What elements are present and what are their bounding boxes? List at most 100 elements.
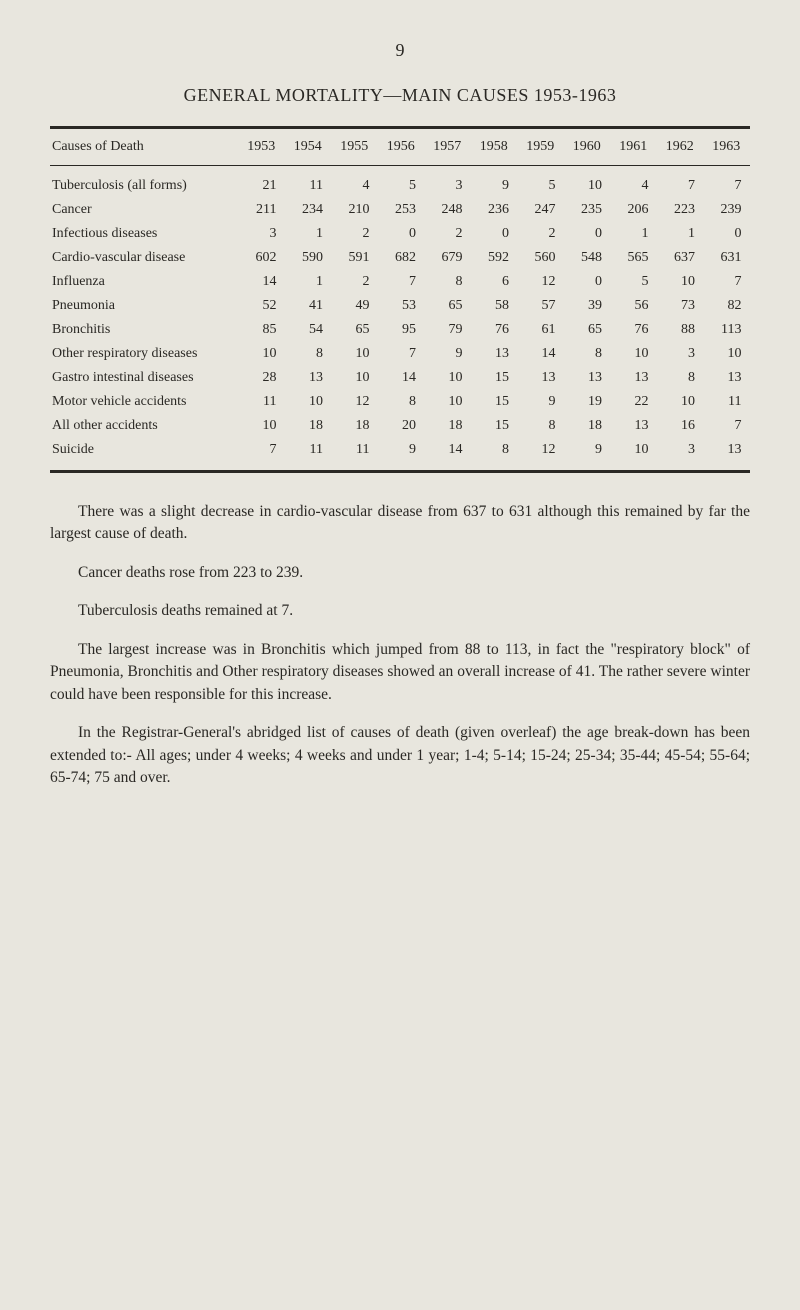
paragraph: There was a slight decrease in cardio-va… — [50, 501, 750, 546]
value-cell: 10 — [703, 346, 750, 362]
value-cell: 5 — [517, 178, 564, 194]
table-body: Tuberculosis (all forms)21114539510477Ca… — [50, 166, 750, 470]
value-cell: 7 — [703, 178, 750, 194]
table-row: Influenza14127861205107 — [50, 270, 750, 294]
year-header: 1960 — [564, 139, 611, 155]
value-cell: 248 — [424, 202, 471, 218]
value-cell: 3 — [657, 346, 704, 362]
value-cell: 58 — [471, 298, 518, 314]
page-title: GENERAL MORTALITY—MAIN CAUSES 1953-1963 — [50, 85, 750, 106]
value-cell: 2 — [331, 226, 378, 242]
value-cell: 7 — [703, 274, 750, 290]
value-cell: 8 — [378, 394, 425, 410]
value-cell: 211 — [238, 202, 285, 218]
year-header: 1957 — [424, 139, 471, 155]
table-row: Motor vehicle accidents11101281015919221… — [50, 390, 750, 414]
value-cell: 13 — [517, 370, 564, 386]
value-cell: 10 — [610, 346, 657, 362]
value-cell: 14 — [238, 274, 285, 290]
value-cell: 113 — [703, 322, 750, 338]
value-cell: 14 — [517, 346, 564, 362]
value-cell: 253 — [378, 202, 425, 218]
cause-cell: All other accidents — [50, 418, 238, 434]
value-cell: 54 — [285, 322, 332, 338]
value-cell: 61 — [517, 322, 564, 338]
value-cell: 10 — [424, 370, 471, 386]
year-header: 1953 — [238, 139, 285, 155]
paragraph: Cancer deaths rose from 223 to 239. — [50, 562, 750, 584]
value-cell: 223 — [657, 202, 704, 218]
value-cell: 10 — [657, 274, 704, 290]
value-cell: 10 — [610, 442, 657, 458]
year-header: 1954 — [285, 139, 332, 155]
value-cell: 637 — [657, 250, 704, 266]
value-cell: 235 — [564, 202, 611, 218]
value-cell: 10 — [657, 394, 704, 410]
cause-cell: Cardio-vascular disease — [50, 250, 238, 266]
value-cell: 0 — [564, 274, 611, 290]
value-cell: 10 — [331, 370, 378, 386]
value-cell: 28 — [238, 370, 285, 386]
table-row: Bronchitis85546595797661657688113 — [50, 318, 750, 342]
value-cell: 10 — [424, 394, 471, 410]
value-cell: 682 — [378, 250, 425, 266]
year-header: 1959 — [517, 139, 564, 155]
value-cell: 12 — [517, 442, 564, 458]
value-cell: 9 — [517, 394, 564, 410]
year-header: 1958 — [471, 139, 518, 155]
value-cell: 10 — [564, 178, 611, 194]
value-cell: 7 — [657, 178, 704, 194]
value-cell: 7 — [378, 346, 425, 362]
value-cell: 9 — [564, 442, 611, 458]
value-cell: 9 — [378, 442, 425, 458]
value-cell: 4 — [331, 178, 378, 194]
value-cell: 13 — [471, 346, 518, 362]
value-cell: 560 — [517, 250, 564, 266]
value-cell: 602 — [238, 250, 285, 266]
value-cell: 41 — [285, 298, 332, 314]
value-cell: 52 — [238, 298, 285, 314]
value-cell: 13 — [564, 370, 611, 386]
value-cell: 0 — [564, 226, 611, 242]
cause-header: Causes of Death — [50, 139, 238, 155]
value-cell: 9 — [471, 178, 518, 194]
paragraph: The largest increase was in Bronchitis w… — [50, 639, 750, 706]
value-cell: 1 — [285, 274, 332, 290]
value-cell: 13 — [285, 370, 332, 386]
value-cell: 18 — [564, 418, 611, 434]
paragraph: In the Registrar-General's abridged list… — [50, 722, 750, 789]
year-header: 1962 — [657, 139, 704, 155]
value-cell: 85 — [238, 322, 285, 338]
value-cell: 8 — [657, 370, 704, 386]
cause-cell: Bronchitis — [50, 322, 238, 338]
value-cell: 79 — [424, 322, 471, 338]
value-cell: 10 — [285, 394, 332, 410]
cause-cell: Motor vehicle accidents — [50, 394, 238, 410]
value-cell: 57 — [517, 298, 564, 314]
value-cell: 5 — [378, 178, 425, 194]
value-cell: 247 — [517, 202, 564, 218]
cause-cell: Tuberculosis (all forms) — [50, 178, 238, 194]
year-header: 1955 — [331, 139, 378, 155]
value-cell: 0 — [471, 226, 518, 242]
value-cell: 5 — [610, 274, 657, 290]
value-cell: 9 — [424, 346, 471, 362]
value-cell: 8 — [564, 346, 611, 362]
value-cell: 18 — [331, 418, 378, 434]
year-header: 1961 — [610, 139, 657, 155]
year-header: 1956 — [378, 139, 425, 155]
value-cell: 14 — [378, 370, 425, 386]
value-cell: 14 — [424, 442, 471, 458]
value-cell: 565 — [610, 250, 657, 266]
cause-cell: Suicide — [50, 442, 238, 458]
value-cell: 2 — [424, 226, 471, 242]
value-cell: 10 — [238, 418, 285, 434]
value-cell: 65 — [564, 322, 611, 338]
value-cell: 7 — [378, 274, 425, 290]
value-cell: 39 — [564, 298, 611, 314]
value-cell: 7 — [238, 442, 285, 458]
year-header: 1963 — [703, 139, 750, 155]
value-cell: 15 — [471, 394, 518, 410]
value-cell: 18 — [285, 418, 332, 434]
value-cell: 15 — [471, 370, 518, 386]
